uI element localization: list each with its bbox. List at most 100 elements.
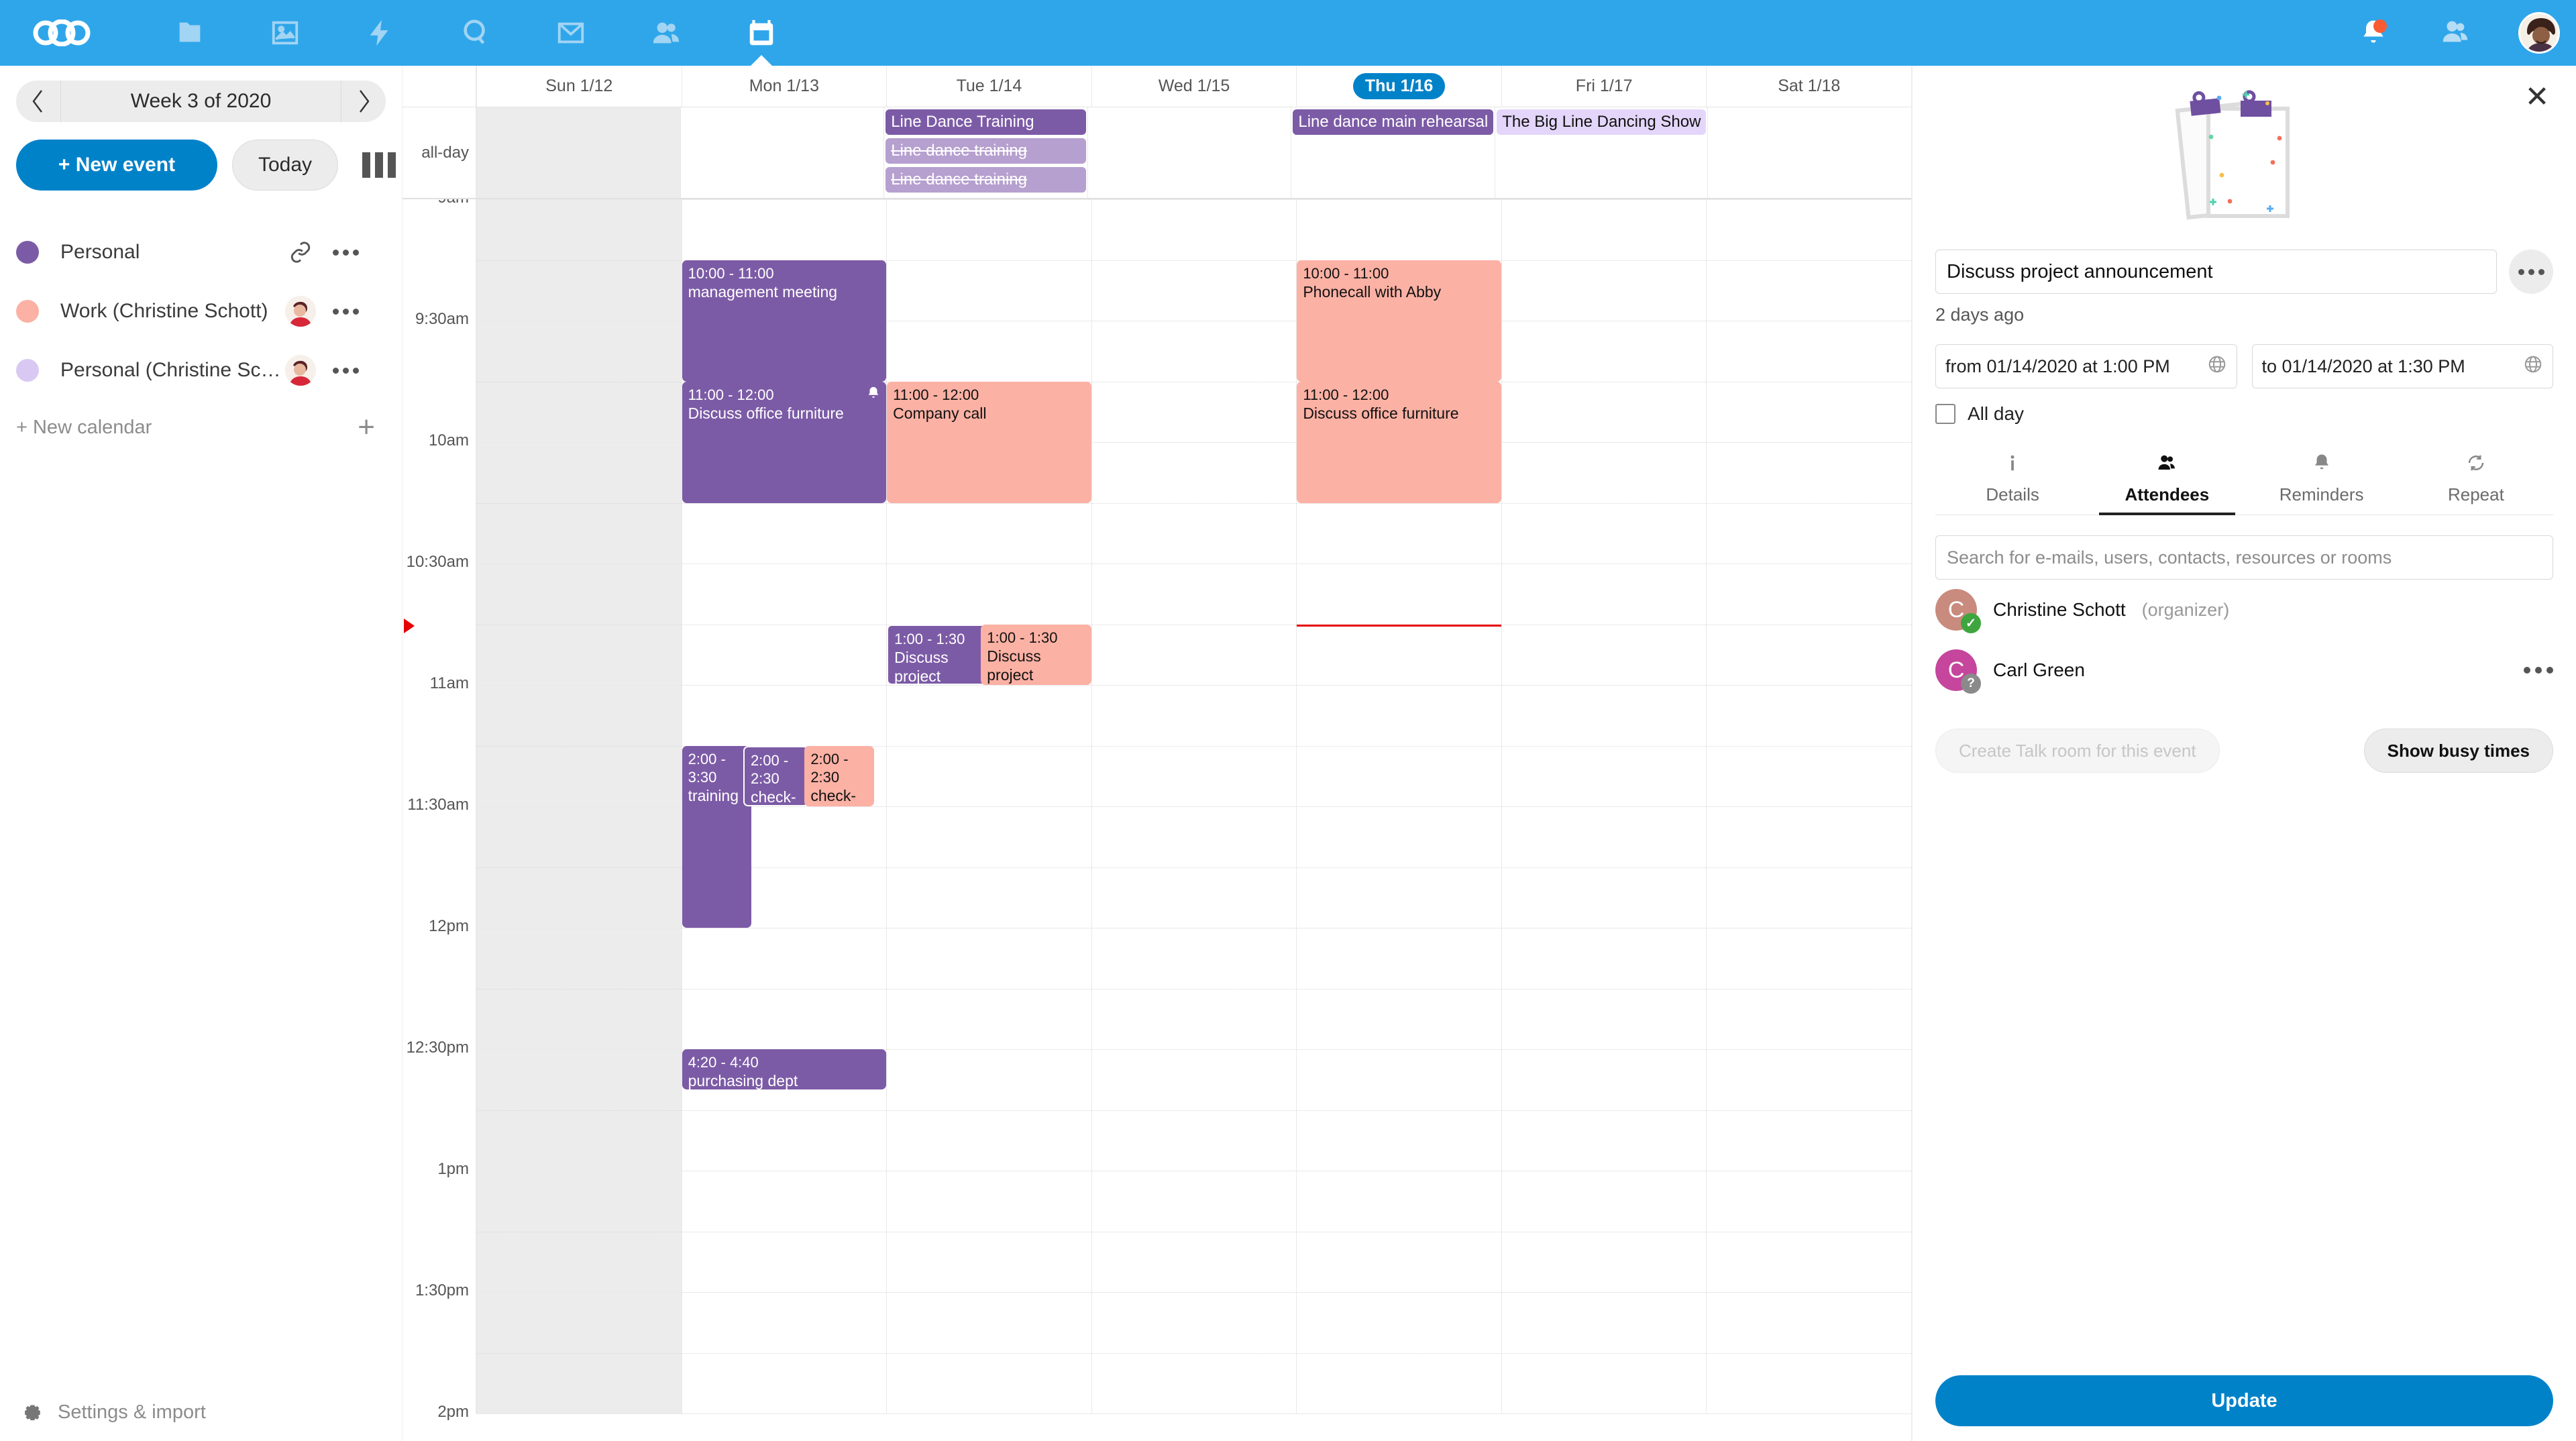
day-header-fri[interactable]: Fri 1/17 (1501, 66, 1707, 107)
all-day-event[interactable]: Line Dance Training (885, 109, 1086, 135)
contacts-menu-button[interactable] (2439, 16, 2470, 50)
grid-line (476, 1049, 1911, 1050)
notifications-button[interactable] (2356, 15, 2391, 50)
all-day-cell-wed[interactable] (1087, 107, 1291, 198)
calendar-item-work[interactable]: Work (Christine Schott) (0, 282, 402, 341)
calendar-actions-menu[interactable] (327, 249, 364, 256)
all-day-cell-sat[interactable] (1707, 107, 1911, 198)
tab-attendees[interactable]: Attendees (2090, 446, 2244, 515)
share-link-icon[interactable] (285, 241, 316, 264)
event-title-input[interactable]: Discuss project announcement (1935, 250, 2497, 294)
day-header-thu[interactable]: Thu 1/16 (1296, 66, 1501, 107)
nav-activity[interactable] (333, 0, 428, 66)
next-week-button[interactable] (341, 81, 386, 122)
calendar-event[interactable]: 4:20 - 4:40 purchasing dept (682, 1049, 887, 1089)
new-calendar-button[interactable]: + New calendar + (0, 400, 402, 455)
show-busy-times-button[interactable]: Show busy times (2363, 729, 2553, 773)
day-header-wed[interactable]: Wed 1/15 (1091, 66, 1297, 107)
calendar-color-dot (16, 300, 39, 323)
calendar-event[interactable]: 11:00 - 12:00 Company call (887, 381, 1091, 503)
day-header-sat[interactable]: Sat 1/18 (1706, 66, 1911, 107)
day-header-mon[interactable]: Mon 1/13 (681, 66, 887, 107)
all-day-event[interactable]: Line dance main rehearsal (1293, 109, 1494, 135)
time-label: 9:30am (415, 310, 469, 328)
tab-repeat[interactable]: Repeat (2399, 446, 2553, 515)
tab-reminders[interactable]: Reminders (2245, 446, 2399, 515)
all-day-event[interactable]: Line dance training (885, 138, 1086, 164)
calendar-event[interactable]: 11:00 - 12:00 Discuss office furniture (1297, 381, 1501, 503)
end-date-field[interactable]: to 01/14/2020 at 1:30 PM (2251, 344, 2553, 388)
all-day-cell-sun[interactable] (476, 107, 680, 198)
calendar-item-personal-shared[interactable]: Personal (Christine Scho... (0, 341, 402, 400)
grid-line (476, 1110, 1911, 1111)
day-columns: 10:00 - 11:00 management meeting 11:00 - 1… (476, 199, 1911, 1414)
all-day-cell-mon[interactable] (680, 107, 884, 198)
time-label: 12:30pm (406, 1038, 469, 1057)
calendar-event[interactable]: 10:00 - 11:00 Phonecall with Abby (1297, 260, 1501, 382)
calendar-actions-menu[interactable] (327, 367, 364, 374)
attendee-row-carl-green[interactable]: C ? Carl Green (1913, 640, 2576, 700)
all-day-checkbox[interactable] (1935, 404, 1955, 424)
all-day-cell-fri[interactable]: The Big Line Dancing Show (1495, 107, 1707, 198)
event-title: training (688, 787, 739, 805)
attendee-row-organizer[interactable]: C ✓ Christine Schott (organizer) (1913, 580, 2576, 640)
start-date-field[interactable]: from 01/14/2020 at 1:00 PM (1935, 344, 2237, 388)
all-day-event[interactable]: Line dance training (885, 167, 1086, 193)
calendar-event[interactable]: 10:00 - 11:00 management meeting (682, 260, 887, 382)
status-badge-pending: ? (1961, 674, 1981, 694)
update-button[interactable]: Update (1935, 1375, 2553, 1426)
all-day-cell-tue[interactable]: Line Dance Training Line dance training … (883, 107, 1087, 198)
calendar-event[interactable]: 11:00 - 12:00 Discuss office furniture (682, 381, 887, 503)
date-range-row: from 01/14/2020 at 1:00 PM to 01/14/2020… (1913, 344, 2576, 388)
grid-line (476, 260, 1911, 261)
tab-details[interactable]: Details (1935, 446, 2090, 515)
event-actions-menu[interactable] (2509, 250, 2553, 294)
calendar-item-personal[interactable]: Personal (0, 223, 402, 282)
panel-tabs: Details Attendees Reminders (1935, 446, 2553, 515)
close-icon[interactable]: ✕ (2524, 80, 2550, 113)
attendee-actions-menu[interactable] (2524, 667, 2553, 674)
time-grid-scroll[interactable]: 9am 9:30am 10am 10:30am 11am 11:30am 12pm 12:30… (402, 199, 1911, 1441)
day-header-sun[interactable]: Sun 1/12 (476, 66, 682, 107)
all-day-cell-thu[interactable]: Line dance main rehearsal (1291, 107, 1495, 198)
day-column-tue[interactable]: 11:00 - 12:00 Company call 1:00 - 1:30 Disc… (886, 199, 1091, 1413)
calendar-event[interactable]: 1:00 - 1:30 Discuss project (981, 624, 1091, 685)
nav-files[interactable] (142, 0, 237, 66)
grid-line (476, 685, 1911, 686)
attendee-search-input[interactable]: Search for e-mails, users, contacts, res… (1935, 535, 2553, 580)
day-column-thu[interactable]: 10:00 - 11:00 Phonecall with Abby 11:00 - … (1296, 199, 1501, 1413)
nextcloud-logo[interactable] (21, 13, 102, 53)
nav-contacts[interactable] (619, 0, 714, 66)
event-title: check-in (750, 788, 796, 806)
user-avatar[interactable] (2518, 12, 2560, 54)
time-label: 9am (437, 199, 469, 207)
clipboard-illustration (1913, 66, 2576, 233)
all-day-event[interactable]: The Big Line Dancing Show (1497, 109, 1707, 135)
date-navigator: Week 3 of 2020 (16, 81, 386, 122)
nav-calendar[interactable] (714, 0, 809, 66)
time-label: 11:30am (407, 796, 469, 814)
calendar-actions-menu[interactable] (327, 308, 364, 315)
time-label: 12pm (428, 917, 469, 935)
week-view-toggle[interactable] (362, 152, 396, 178)
nav-photos[interactable] (237, 0, 333, 66)
event-time: 10:00 - 11:00 (688, 264, 774, 282)
new-event-button[interactable]: + New event (16, 140, 217, 191)
time-label: 2pm (437, 1403, 469, 1421)
day-column-mon[interactable]: 10:00 - 11:00 management meeting 11:00 - 1… (681, 199, 887, 1413)
day-header-tue[interactable]: Tue 1/14 (886, 66, 1091, 107)
create-talk-room-button[interactable]: Create Talk room for this event (1935, 729, 2220, 773)
settings-import-button[interactable]: Settings & import (0, 1383, 402, 1441)
prev-week-button[interactable] (16, 81, 60, 122)
nav-search-app[interactable] (428, 0, 523, 66)
today-button[interactable]: Today (232, 140, 339, 191)
calendar-event[interactable]: 2:00 - 3:30 training (682, 745, 752, 928)
nav-mail[interactable] (523, 0, 619, 66)
globe-icon[interactable] (2207, 354, 2227, 379)
globe-icon[interactable] (2523, 354, 2543, 379)
calendar-list: Personal Work (Christine Schott) (0, 223, 402, 455)
event-title: management meeting (688, 282, 838, 301)
